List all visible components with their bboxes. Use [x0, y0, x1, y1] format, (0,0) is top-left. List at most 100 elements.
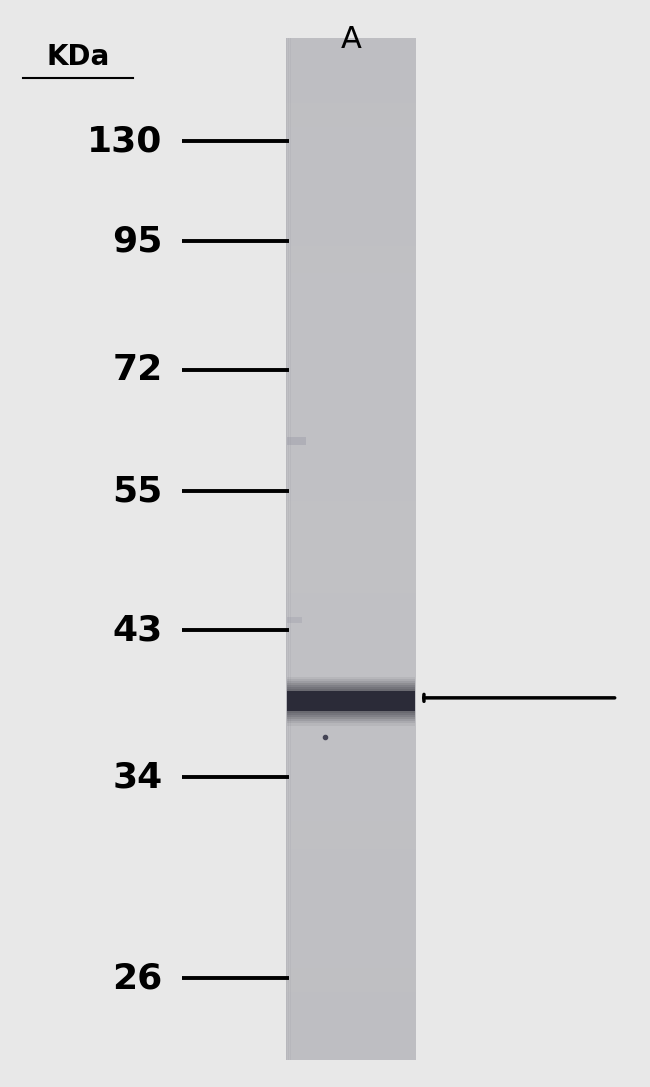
- Bar: [286, 913, 416, 916]
- Bar: [286, 641, 416, 645]
- Bar: [286, 682, 416, 685]
- Bar: [286, 954, 416, 958]
- Bar: [286, 978, 416, 982]
- Bar: [286, 726, 416, 729]
- Bar: [286, 862, 416, 865]
- Bar: [286, 354, 416, 359]
- Bar: [286, 760, 416, 763]
- Bar: [286, 720, 416, 723]
- Bar: [286, 1009, 416, 1012]
- Bar: [286, 461, 416, 464]
- Bar: [286, 832, 416, 835]
- Bar: [286, 774, 416, 777]
- Bar: [286, 45, 416, 48]
- Bar: [286, 723, 416, 726]
- Bar: [286, 308, 416, 311]
- Bar: [286, 688, 416, 692]
- Bar: [287, 678, 415, 724]
- Bar: [287, 683, 415, 720]
- Bar: [286, 999, 416, 1002]
- Bar: [286, 972, 416, 975]
- Bar: [286, 563, 416, 566]
- Bar: [286, 570, 416, 573]
- Bar: [286, 546, 416, 549]
- Bar: [286, 696, 416, 699]
- Bar: [286, 712, 416, 716]
- Bar: [286, 795, 416, 798]
- Bar: [286, 961, 416, 964]
- Bar: [286, 822, 416, 825]
- Bar: [286, 566, 416, 570]
- Bar: [286, 801, 416, 804]
- Bar: [286, 921, 416, 924]
- Bar: [286, 1046, 416, 1050]
- Bar: [286, 359, 416, 362]
- Bar: [286, 637, 416, 641]
- Bar: [286, 1053, 416, 1057]
- Bar: [286, 865, 416, 870]
- Bar: [286, 495, 416, 498]
- Bar: [286, 154, 416, 158]
- Bar: [286, 1002, 416, 1005]
- Bar: [286, 1019, 416, 1023]
- Bar: [288, 38, 289, 1060]
- Bar: [286, 416, 416, 420]
- Bar: [286, 491, 416, 495]
- Bar: [286, 116, 416, 120]
- Bar: [286, 177, 416, 182]
- Bar: [286, 654, 416, 658]
- Bar: [286, 621, 416, 624]
- Bar: [287, 687, 415, 715]
- Bar: [286, 937, 416, 940]
- Bar: [286, 249, 416, 252]
- Bar: [286, 89, 416, 92]
- Bar: [286, 1023, 416, 1026]
- Bar: [286, 736, 416, 739]
- Bar: [286, 504, 416, 508]
- Bar: [286, 528, 416, 532]
- Bar: [286, 225, 416, 228]
- Bar: [286, 437, 416, 440]
- Text: 95: 95: [112, 224, 162, 259]
- Bar: [286, 729, 416, 733]
- Bar: [286, 420, 416, 423]
- Bar: [286, 290, 416, 293]
- Bar: [286, 372, 416, 375]
- Bar: [286, 410, 416, 413]
- Bar: [286, 110, 416, 113]
- Bar: [286, 892, 416, 897]
- Bar: [286, 924, 416, 927]
- Bar: [286, 423, 416, 426]
- Bar: [286, 508, 416, 512]
- Bar: [286, 699, 416, 702]
- Bar: [286, 450, 416, 453]
- Bar: [286, 480, 416, 484]
- Bar: [286, 855, 416, 859]
- Bar: [286, 351, 416, 354]
- Bar: [286, 242, 416, 246]
- Bar: [286, 134, 416, 137]
- Bar: [286, 257, 416, 260]
- Bar: [286, 825, 416, 828]
- Bar: [286, 767, 416, 771]
- Bar: [286, 348, 416, 351]
- Bar: [286, 542, 416, 546]
- Bar: [286, 927, 416, 930]
- Bar: [286, 284, 416, 287]
- Bar: [286, 930, 416, 934]
- Bar: [286, 123, 416, 126]
- Bar: [286, 273, 416, 276]
- Bar: [286, 440, 416, 443]
- Bar: [286, 819, 416, 822]
- Bar: [286, 1036, 416, 1039]
- Bar: [286, 96, 416, 99]
- Bar: [286, 477, 416, 480]
- Bar: [286, 975, 416, 978]
- Bar: [286, 705, 416, 709]
- Bar: [286, 1057, 416, 1060]
- Bar: [286, 1050, 416, 1053]
- Bar: [287, 685, 415, 717]
- Bar: [286, 665, 416, 669]
- Bar: [286, 239, 416, 242]
- Bar: [286, 798, 416, 801]
